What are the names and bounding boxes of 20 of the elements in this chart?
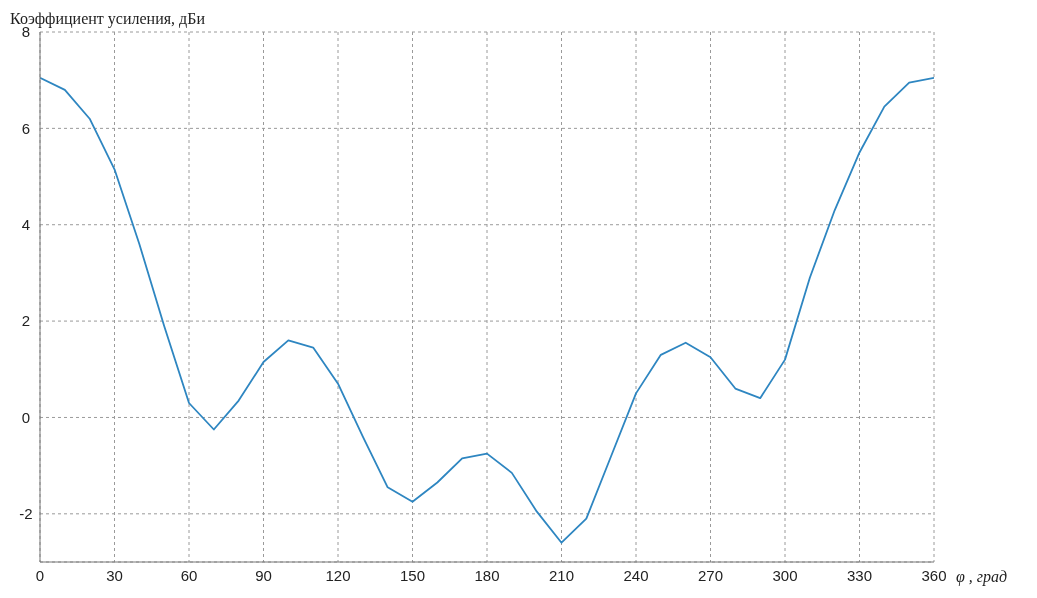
x-axis-title: φ , град: [956, 567, 1008, 586]
x-tick-label: 60: [180, 566, 198, 584]
x-tick-label: 30: [106, 566, 123, 584]
x-tick-label: 150: [399, 566, 426, 584]
x-tick-label: 210: [548, 566, 575, 584]
x-tick-label: 180: [474, 566, 500, 584]
x-tick-label: 270: [697, 566, 724, 584]
y-tick-label: 0: [21, 408, 31, 426]
x-tick-label: 360: [921, 566, 947, 584]
x-tick-label: 330: [846, 566, 873, 584]
x-tick-label: 0: [35, 566, 45, 584]
x-tick-label: 120: [325, 566, 351, 584]
x-tick-label: 90: [255, 566, 272, 584]
line-series: [40, 76, 934, 544]
y-tick-label: -2: [19, 505, 33, 523]
x-tick-label: 240: [623, 566, 649, 584]
y-tick-label: 2: [21, 312, 31, 330]
y-tick-label: 4: [21, 216, 31, 234]
x-tick-label: 300: [772, 566, 798, 584]
y-tick-label: 6: [21, 119, 31, 137]
